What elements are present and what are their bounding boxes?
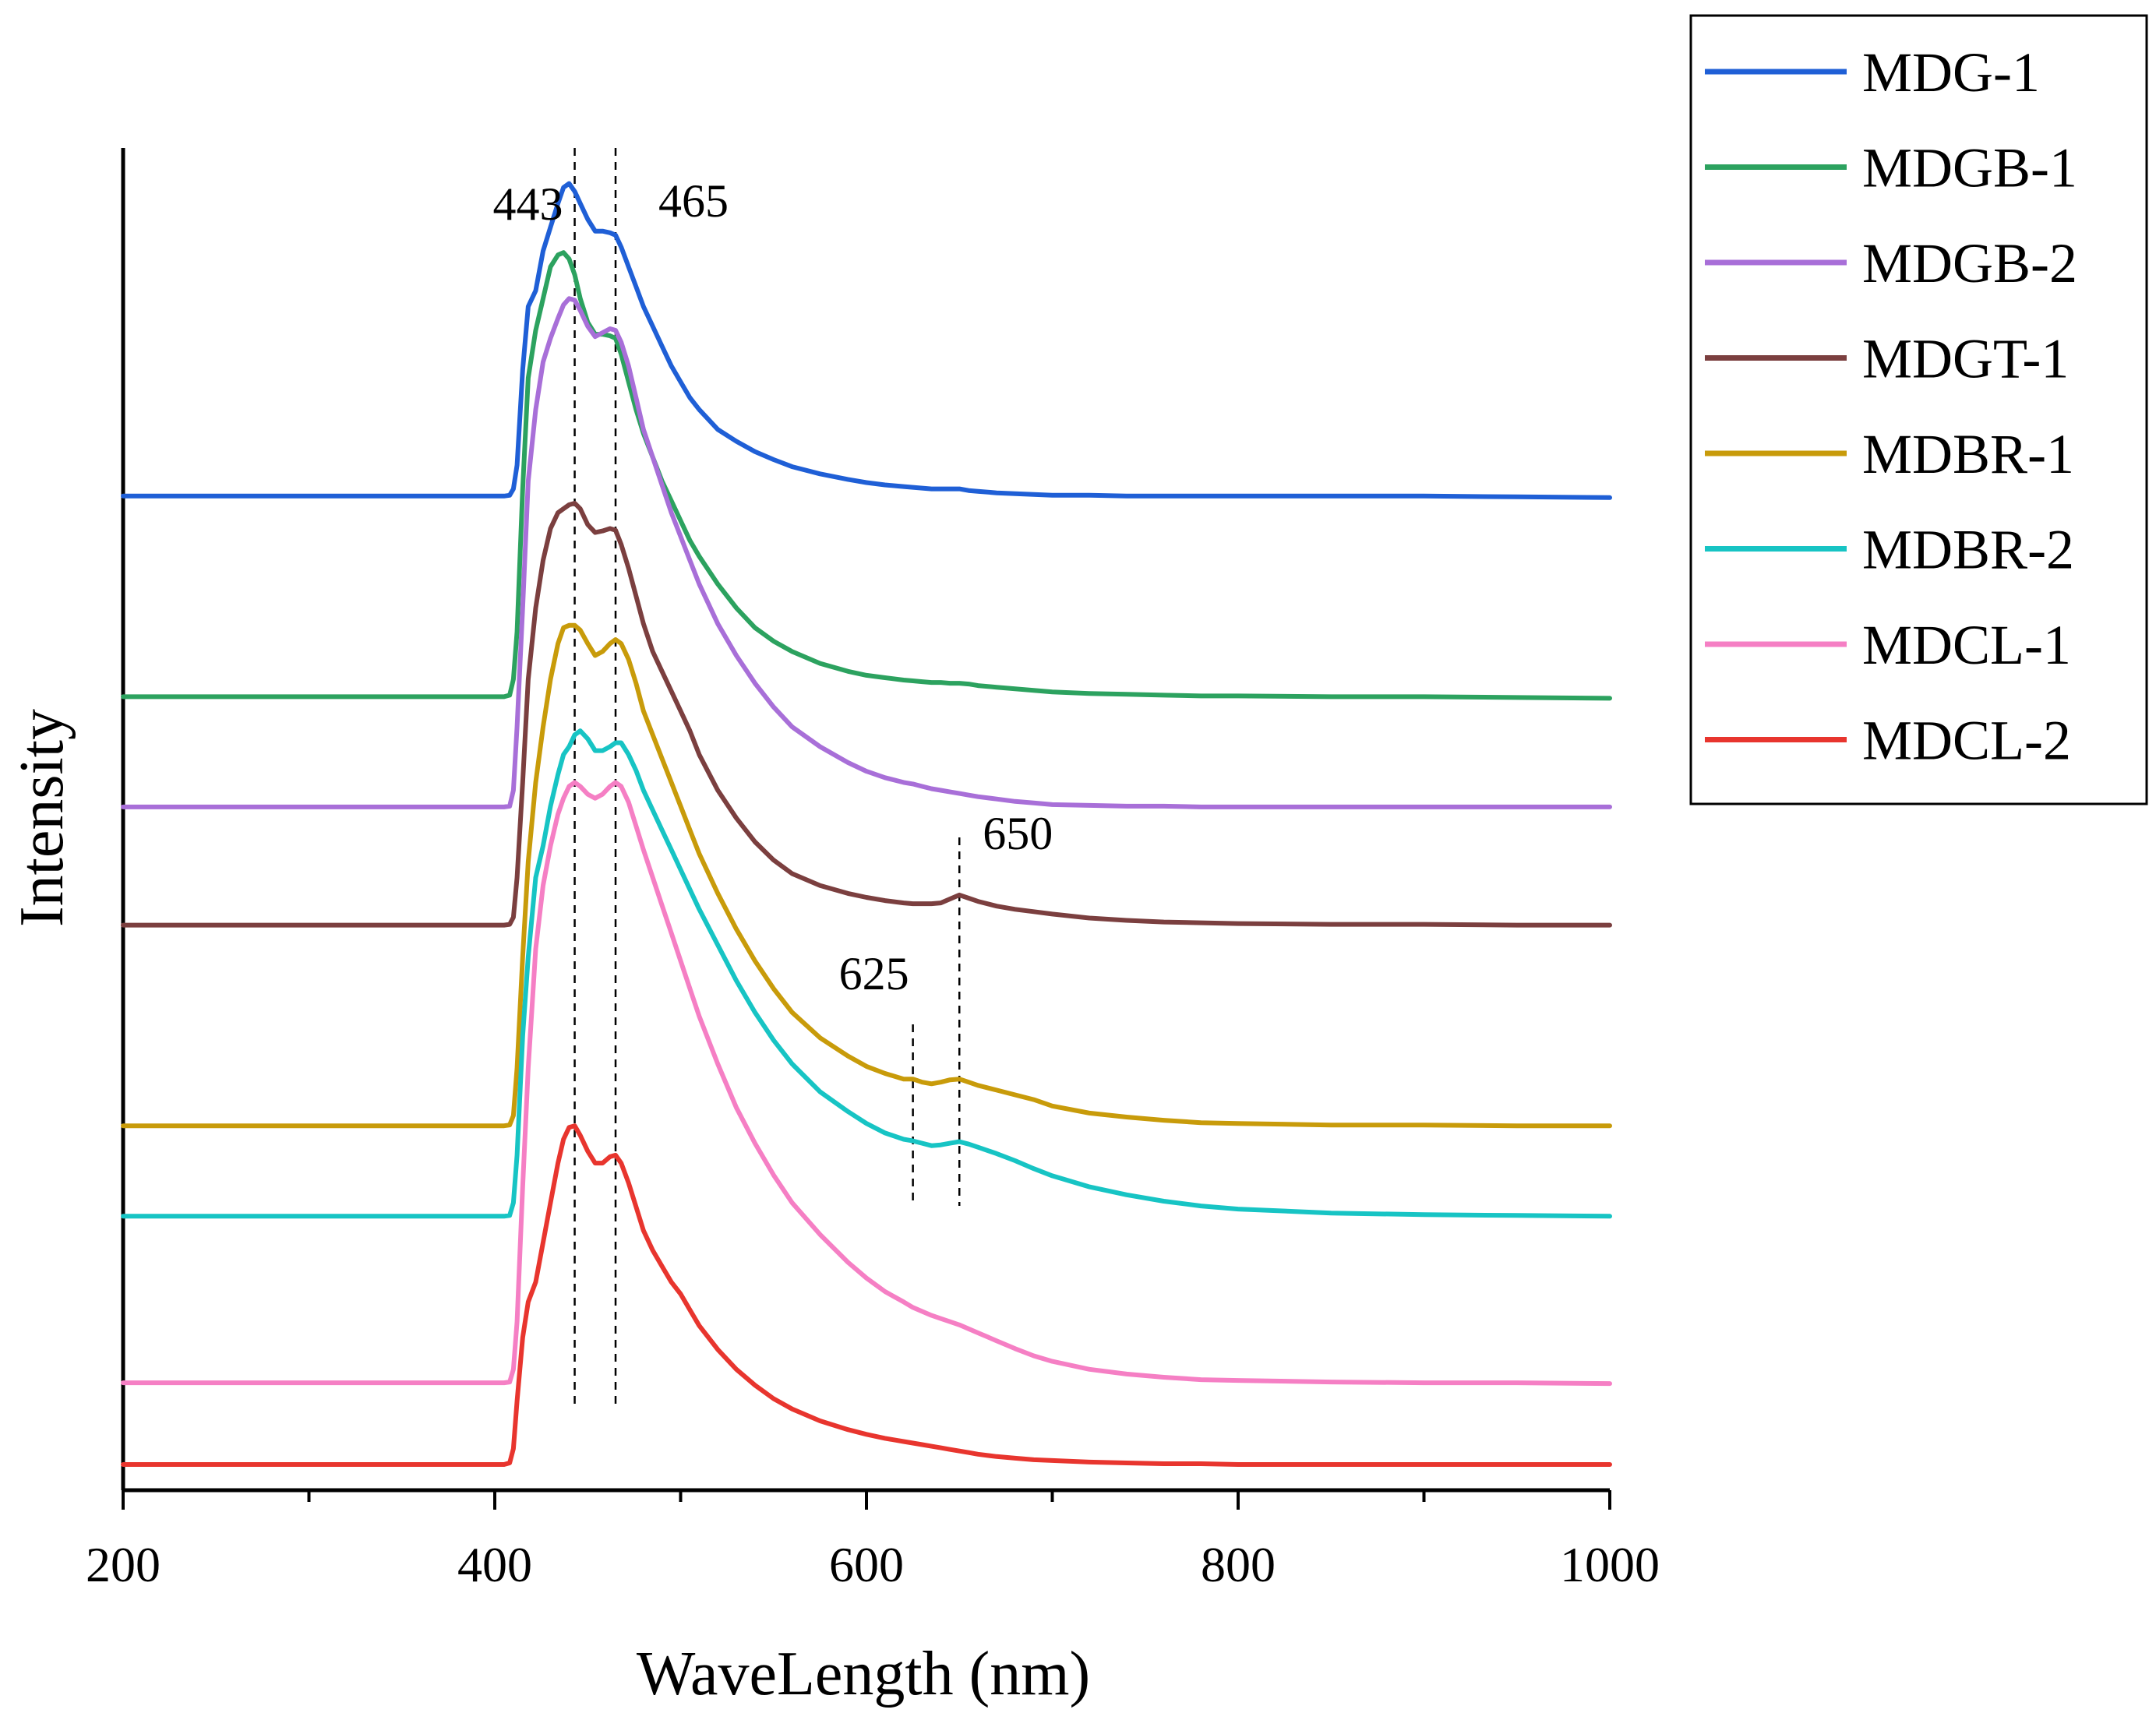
legend-box bbox=[1689, 14, 2148, 805]
peak-label-650: 650 bbox=[983, 808, 1053, 859]
peak-guides bbox=[573, 148, 961, 1406]
x-tick-label: 800 bbox=[1201, 1537, 1276, 1592]
legend-label-mdcl-1: MDCL-1 bbox=[1862, 614, 2071, 676]
series-line-mdbr-2 bbox=[121, 728, 1612, 1219]
x-axis-title: WaveLength (nm) bbox=[637, 1640, 1090, 1708]
peak-label-443: 443 bbox=[493, 178, 563, 230]
series-line-mdg-1 bbox=[121, 181, 1612, 500]
legend: MDG-1 MDGB-1 MDGB-2 MDGT-1 MDBR-1 MDBR-2 MDCL-… bbox=[1705, 41, 2077, 772]
peak-label-625: 625 bbox=[839, 948, 909, 999]
x-tick-label: 200 bbox=[86, 1537, 161, 1592]
x-ticks bbox=[122, 1490, 1611, 1510]
x-tick-label: 400 bbox=[457, 1537, 532, 1592]
series-line-mdcl-1 bbox=[121, 780, 1612, 1387]
legend-label-mdgb-1: MDGB-1 bbox=[1862, 137, 2077, 199]
legend-label-mdbr-2: MDBR-2 bbox=[1862, 519, 2074, 581]
x-tick-label: 1000 bbox=[1560, 1537, 1660, 1592]
series-line-mdcl-2 bbox=[121, 1123, 1612, 1467]
series-lines bbox=[121, 181, 1612, 1467]
peak-label-465: 465 bbox=[658, 175, 729, 227]
y-axis-title: Intensity bbox=[8, 709, 76, 927]
series-line-mdgt-1 bbox=[121, 501, 1612, 928]
x-tick-labels: 200 400 600 800 1000 bbox=[86, 1537, 1660, 1592]
legend-label-mdgb-2: MDGB-2 bbox=[1862, 232, 2077, 294]
series-line-mdgb-2 bbox=[121, 296, 1612, 809]
series-line-mdgb-1 bbox=[121, 250, 1612, 701]
series-line-mdbr-1 bbox=[121, 622, 1612, 1129]
legend-label-mdg-1: MDG-1 bbox=[1862, 41, 2040, 104]
legend-label-mdcl-2: MDCL-2 bbox=[1862, 710, 2071, 772]
peak-annotations: 443 465 625 650 bbox=[493, 175, 1053, 999]
legend-label-mdbr-1: MDBR-1 bbox=[1862, 423, 2074, 485]
x-tick-label: 600 bbox=[829, 1537, 904, 1592]
legend-label-mdgt-1: MDGT-1 bbox=[1862, 328, 2069, 390]
